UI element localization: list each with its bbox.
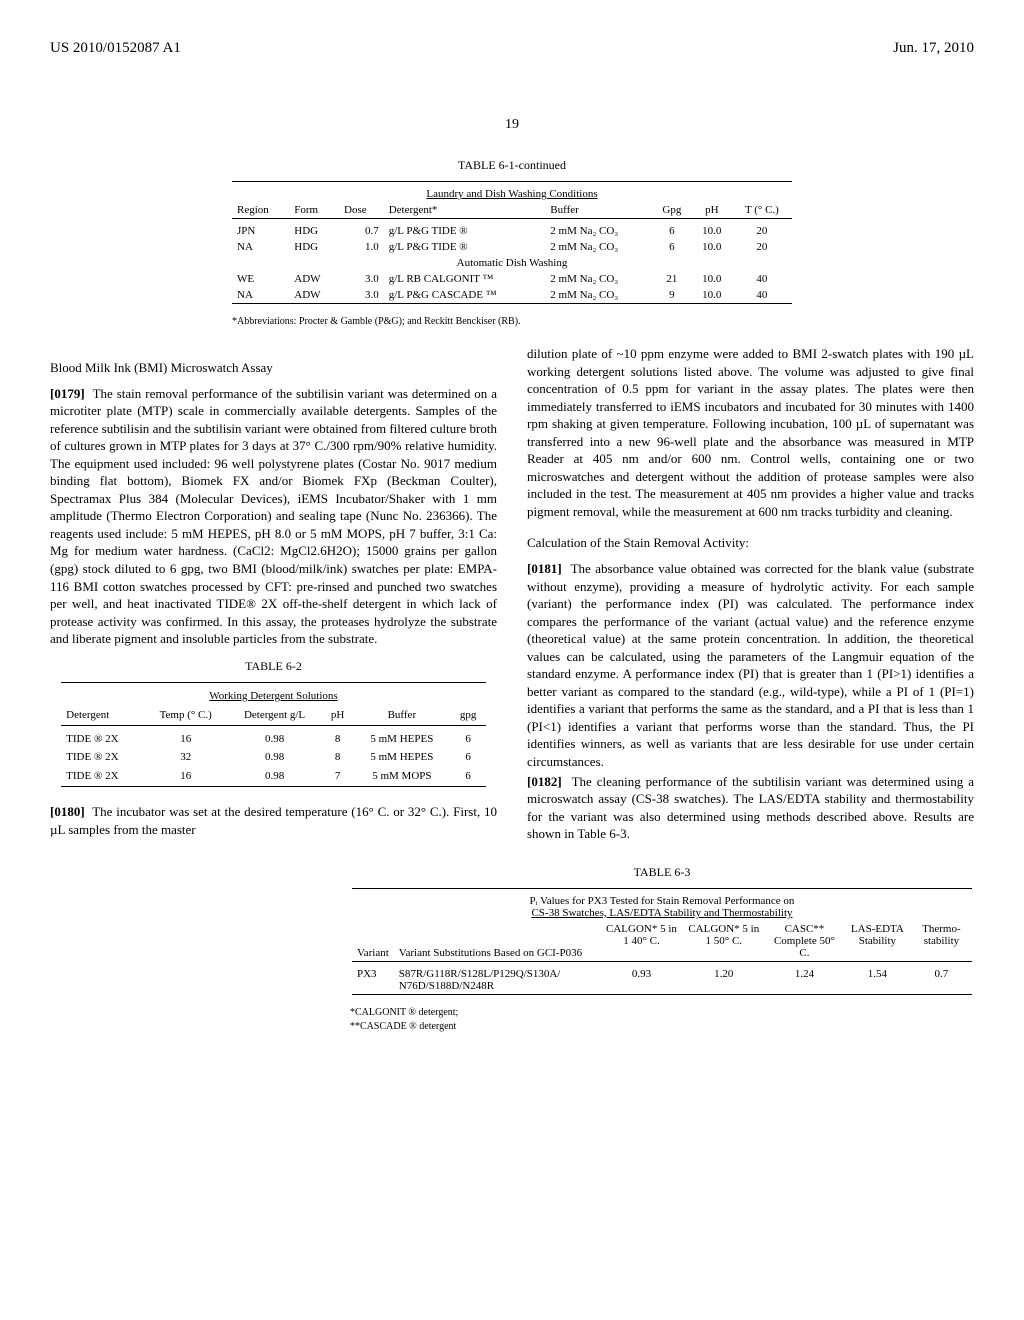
page-number: 19	[50, 117, 974, 133]
table-row: TIDE ® 2X32 0.988 5 mM HEPES6	[61, 748, 486, 767]
table-row: TIDE ® 2X16 0.988 5 mM HEPES6	[61, 730, 486, 749]
table-6-3-title: TABLE 6-3	[350, 865, 974, 880]
table-row: WEADW 3.0g/L RB CALGONIT ™ 2 mM Na₂ CO₃ …	[232, 271, 792, 287]
table-6-2: Working Detergent Solutions Detergent Te…	[61, 682, 486, 791]
table-6-3: Pᵢ Values for PX3 Tested for Stain Remov…	[352, 888, 972, 999]
table-6-3-footnote-2: **CASCADE ® detergent	[350, 1021, 974, 1032]
table-6-1-footnote: *Abbreviations: Procter & Gamble (P&G); …	[232, 316, 792, 327]
table-6-3-footnote-1: *CALGONIT ® detergent;	[350, 1007, 974, 1018]
calc-heading: Calculation of the Stain Removal Activit…	[527, 534, 974, 552]
table-row: TIDE ® 2X16 0.987 5 mM MOPS6	[61, 767, 486, 786]
paragraph-0180-continued: dilution plate of ~10 ppm enzyme were ad…	[527, 345, 974, 520]
table-6-2-title: TABLE 6-2	[50, 658, 497, 674]
table-row: JPNHDG 0.7g/L P&G TIDE ® 2 mM Na₂ CO₃ 6 …	[232, 223, 792, 239]
table-row: PX3 S87R/G118R/S128L/P129Q/S130A/ N76D/S…	[352, 966, 972, 995]
paragraph-0181: [0181] The absorbance value obtained was…	[527, 560, 974, 771]
table-6-1-title: TABLE 6-1-continued	[232, 158, 792, 173]
table-row: NAHDG 1.0g/L P&G TIDE ® 2 mM Na₂ CO₃ 6 1…	[232, 239, 792, 255]
bmi-heading: Blood Milk Ink (BMI) Microswatch Assay	[50, 359, 497, 377]
table-6-1: Laundry and Dish Washing Conditions Regi…	[232, 181, 792, 308]
paragraph-0179: [0179] The stain removal performance of …	[50, 385, 497, 648]
publication-number: US 2010/0152087 A1	[50, 40, 181, 57]
paragraph-0180: [0180] The incubator was set at the desi…	[50, 803, 497, 838]
paragraph-0182: [0182] The cleaning performance of the s…	[527, 773, 974, 843]
table-row: NAADW 3.0g/L P&G CASCADE ™ 2 mM Na₂ CO₃ …	[232, 287, 792, 304]
publication-date: Jun. 17, 2010	[893, 40, 974, 57]
